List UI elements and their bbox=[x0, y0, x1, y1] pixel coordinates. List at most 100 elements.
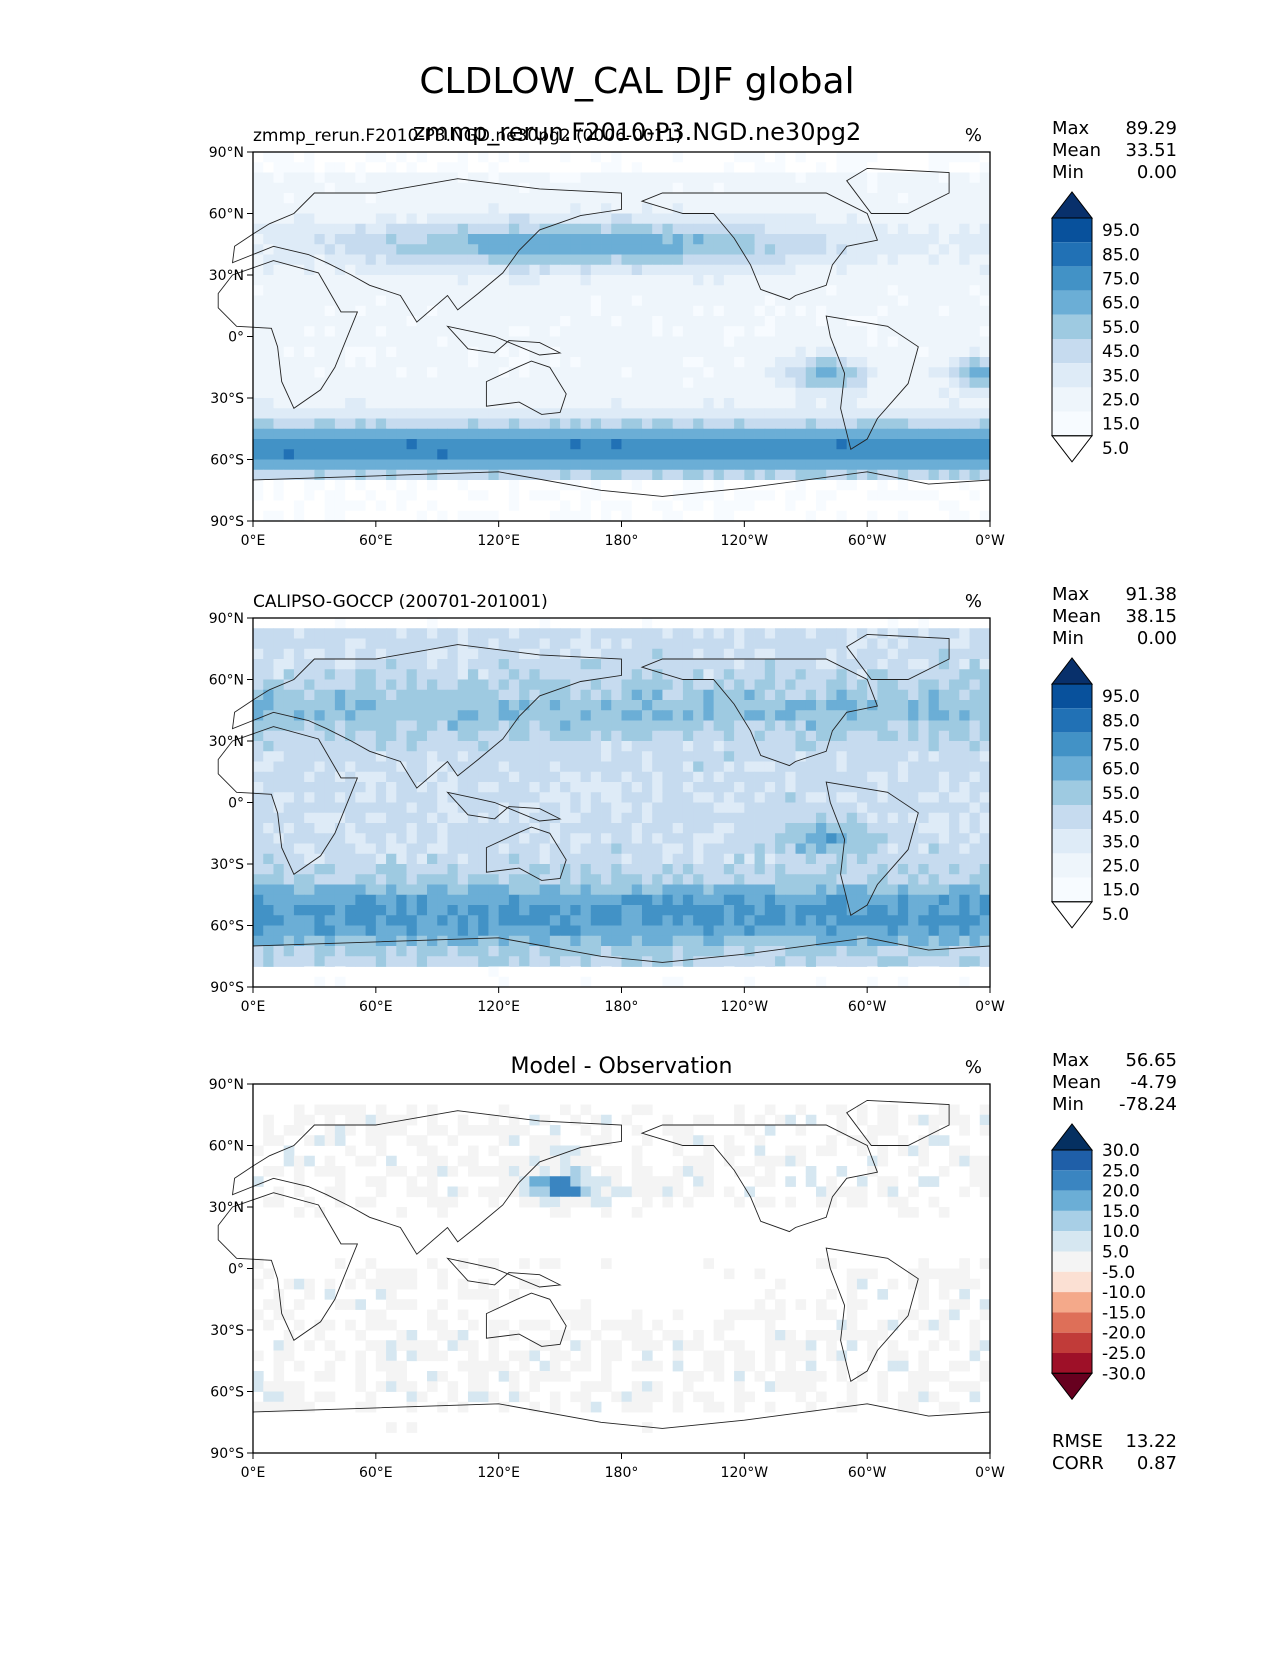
field-cell bbox=[816, 680, 827, 691]
field-cell bbox=[601, 234, 612, 245]
field-cell bbox=[284, 460, 295, 471]
field-cell bbox=[939, 700, 950, 711]
field-cell bbox=[867, 782, 878, 793]
field-cell bbox=[366, 255, 377, 266]
field-cell bbox=[611, 316, 622, 327]
field-cell bbox=[724, 203, 735, 214]
field-cell bbox=[581, 480, 592, 491]
field-cell bbox=[263, 874, 274, 885]
field-cell bbox=[314, 669, 325, 680]
field-cell bbox=[284, 915, 295, 926]
field-cell bbox=[519, 388, 530, 399]
field-cell bbox=[396, 480, 407, 491]
field-cell bbox=[447, 803, 458, 814]
field-cell bbox=[703, 306, 714, 317]
field-cell bbox=[499, 854, 510, 865]
field-cell bbox=[867, 628, 878, 639]
field-cell bbox=[693, 203, 704, 214]
field-cell bbox=[806, 296, 817, 307]
field-cell bbox=[898, 326, 909, 337]
field-cell bbox=[581, 823, 592, 834]
field-cell bbox=[581, 439, 592, 450]
field-cell bbox=[888, 885, 899, 896]
field-cell bbox=[376, 946, 387, 957]
field-cell bbox=[785, 347, 796, 358]
field-cell bbox=[970, 183, 981, 194]
field-cell bbox=[959, 874, 970, 885]
field-cell bbox=[683, 639, 694, 650]
field-cell bbox=[284, 885, 295, 896]
field-cell bbox=[785, 700, 796, 711]
y-tick-label: 0° bbox=[228, 330, 244, 346]
field-cell bbox=[642, 895, 653, 906]
field-cell bbox=[898, 885, 909, 896]
field-cell bbox=[785, 772, 796, 783]
field-cell bbox=[744, 669, 755, 680]
field-cell bbox=[294, 378, 305, 389]
field-cell bbox=[959, 864, 970, 875]
field-cell bbox=[355, 224, 366, 235]
field-cell bbox=[273, 480, 284, 491]
field-cell bbox=[335, 659, 346, 670]
field-cell bbox=[550, 275, 561, 286]
field-cell bbox=[836, 895, 847, 906]
field-cell bbox=[847, 936, 858, 947]
field-cell bbox=[335, 649, 346, 660]
field-cell bbox=[601, 296, 612, 307]
field-cell bbox=[345, 388, 356, 399]
field-cell bbox=[355, 388, 366, 399]
field-cell bbox=[980, 244, 991, 255]
field-cell bbox=[253, 296, 264, 307]
field-cell bbox=[857, 762, 868, 773]
field-cell bbox=[662, 234, 673, 245]
field-cell bbox=[877, 700, 888, 711]
field-cell bbox=[734, 265, 745, 276]
field-cell bbox=[918, 480, 929, 491]
field-cell bbox=[376, 628, 387, 639]
field-cell bbox=[335, 864, 346, 875]
field-cell bbox=[714, 659, 725, 670]
field-cell bbox=[304, 833, 315, 844]
field-cell bbox=[540, 193, 551, 204]
field-cell bbox=[478, 710, 489, 721]
field-cell bbox=[253, 388, 264, 399]
field-cell bbox=[468, 885, 479, 896]
field-cell bbox=[273, 306, 284, 317]
field-cell bbox=[714, 854, 725, 865]
field-cell bbox=[417, 680, 428, 691]
field-cell bbox=[765, 398, 776, 409]
field-cell bbox=[529, 946, 540, 957]
field-cell bbox=[540, 470, 551, 481]
field-cell bbox=[499, 357, 510, 368]
field-cell bbox=[714, 234, 725, 245]
field-cell bbox=[867, 854, 878, 865]
field-cell bbox=[366, 398, 377, 409]
field-cell bbox=[437, 823, 448, 834]
field-cell bbox=[877, 193, 888, 204]
field-cell bbox=[765, 511, 776, 522]
field-cell bbox=[857, 710, 868, 721]
field-cell bbox=[949, 792, 960, 803]
field-cell bbox=[714, 772, 725, 783]
field-cell bbox=[662, 152, 673, 163]
field-cell bbox=[980, 285, 991, 296]
field-cell bbox=[417, 885, 428, 896]
field-cell bbox=[345, 926, 356, 937]
field-cell bbox=[632, 460, 643, 471]
field-cell bbox=[437, 936, 448, 947]
field-cell bbox=[355, 326, 366, 337]
field-cell bbox=[970, 823, 981, 834]
field-cell bbox=[253, 429, 264, 440]
field-cell bbox=[857, 741, 868, 752]
field-cell bbox=[908, 234, 919, 245]
field-cell bbox=[263, 429, 274, 440]
field-cell bbox=[386, 844, 397, 855]
field-cell bbox=[263, 183, 274, 194]
field-cell bbox=[806, 439, 817, 450]
field-cell bbox=[929, 388, 940, 399]
field-cell bbox=[478, 224, 489, 235]
field-cell bbox=[755, 214, 766, 225]
field-cell bbox=[284, 419, 295, 430]
field-cell bbox=[877, 905, 888, 916]
field-cell bbox=[847, 224, 858, 235]
